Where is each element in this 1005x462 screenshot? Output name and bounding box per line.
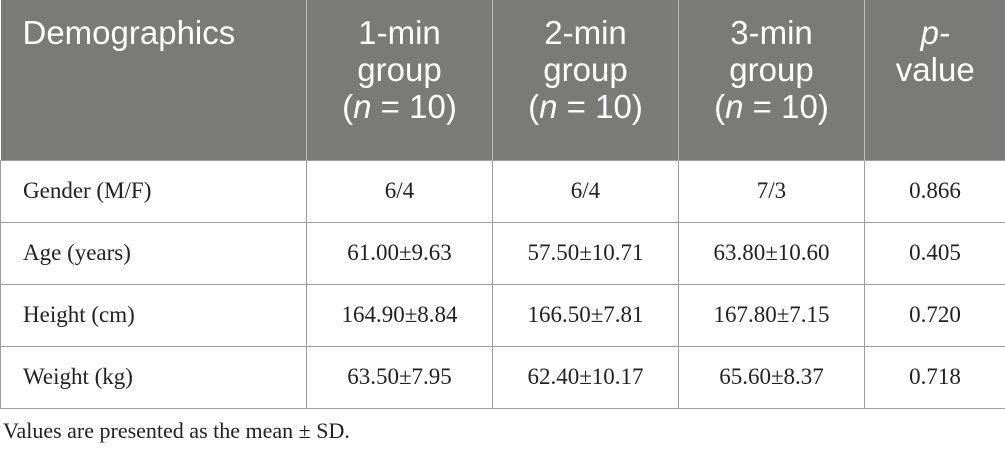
header-2-min-n: 10 (595, 88, 632, 125)
header-p-value: p- value (864, 0, 1005, 160)
cell-p-value: 0.720 (864, 283, 1005, 347)
cell-2-min: 166.50±7.81 (492, 283, 679, 347)
cell-3-min: 167.80±7.15 (678, 283, 865, 347)
table-row-weight: Weight (kg) 63.50±7.95 62.40±10.17 65.60… (0, 345, 1005, 409)
cell-1-min: 6/4 (306, 159, 493, 223)
header-3-min-group: 3-min group (n = 10) (678, 0, 865, 160)
row-label: Weight (kg) (0, 345, 307, 409)
cell-p-value: 0.718 (864, 345, 1005, 409)
cell-1-min: 63.50±7.95 (306, 345, 493, 409)
table-footnote: Values are presented as the mean ± SD. (3, 418, 350, 443)
header-2-min-group: 2-min group (n = 10) (492, 0, 679, 160)
cell-2-min: 6/4 (492, 159, 679, 223)
cell-p-value: 0.866 (864, 159, 1005, 223)
table-header-row: Demographics 1-min group (n = 10) 2-min … (0, 0, 1005, 160)
row-label: Age (years) (0, 221, 307, 285)
demographics-table-container: Demographics 1-min group (n = 10) 2-min … (0, 0, 1005, 409)
header-3-min-n: 10 (781, 88, 818, 125)
header-demographics: Demographics (0, 0, 307, 160)
header-1-min-group: 1-min group (n = 10) (306, 0, 493, 160)
table-row-gender: Gender (M/F) 6/4 6/4 7/3 0.866 (0, 159, 1005, 223)
row-label: Height (cm) (0, 283, 307, 347)
cell-3-min: 65.60±8.37 (678, 345, 865, 409)
cell-p-value: 0.405 (864, 221, 1005, 285)
row-label: Gender (M/F) (0, 159, 307, 223)
header-1-min-n: 10 (409, 88, 446, 125)
cell-3-min: 7/3 (678, 159, 865, 223)
cell-2-min: 57.50±10.71 (492, 221, 679, 285)
cell-2-min: 62.40±10.17 (492, 345, 679, 409)
table-row-height: Height (cm) 164.90±8.84 166.50±7.81 167.… (0, 283, 1005, 347)
cell-3-min: 63.80±10.60 (678, 221, 865, 285)
cell-1-min: 61.00±9.63 (306, 221, 493, 285)
cell-1-min: 164.90±8.84 (306, 283, 493, 347)
demographics-table: Demographics 1-min group (n = 10) 2-min … (0, 0, 1005, 409)
table-row-age: Age (years) 61.00±9.63 57.50±10.71 63.80… (0, 221, 1005, 285)
